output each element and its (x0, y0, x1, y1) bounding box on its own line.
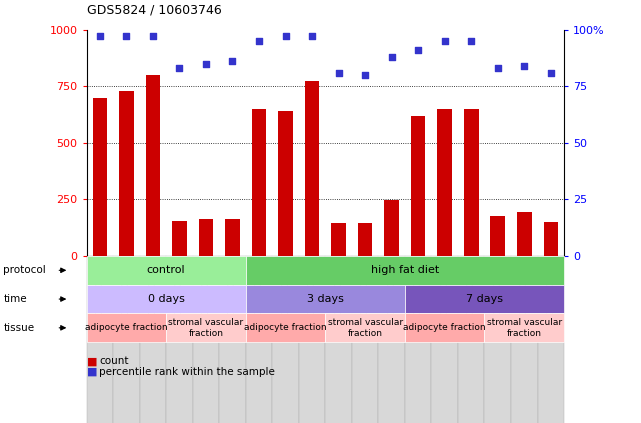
Point (228, 58, 238, 65)
Bar (146, 75, 160, 256)
FancyBboxPatch shape (272, 256, 299, 423)
Bar (385, 201, 399, 256)
Text: adipocyte fraction: adipocyte fraction (403, 323, 486, 332)
Bar (437, 109, 452, 256)
Text: adipocyte fraction: adipocyte fraction (85, 323, 168, 332)
Point (545, 69, 556, 76)
FancyBboxPatch shape (485, 256, 511, 423)
Point (201, 60, 211, 67)
FancyBboxPatch shape (246, 256, 272, 423)
Point (121, 33, 131, 40)
Text: tissue: tissue (3, 323, 35, 333)
FancyBboxPatch shape (458, 256, 485, 423)
Text: high fat diet: high fat diet (370, 265, 439, 275)
Text: 0 days: 0 days (147, 294, 185, 304)
Bar (411, 115, 426, 256)
Bar (304, 80, 319, 256)
Point (254, 38, 264, 44)
Point (307, 33, 317, 40)
Text: stromal vascular
fraction: stromal vascular fraction (487, 318, 562, 338)
FancyBboxPatch shape (405, 256, 431, 423)
Point (440, 38, 450, 44)
FancyBboxPatch shape (511, 256, 538, 423)
Text: control: control (147, 265, 185, 275)
Text: GDS5824 / 10603746: GDS5824 / 10603746 (87, 4, 221, 17)
Text: count: count (99, 356, 129, 366)
Text: ■: ■ (87, 367, 97, 377)
Point (95, 33, 105, 40)
Text: 3 days: 3 days (307, 294, 344, 304)
FancyBboxPatch shape (113, 256, 140, 423)
FancyBboxPatch shape (378, 256, 405, 423)
Point (413, 47, 423, 53)
Bar (544, 222, 558, 256)
Bar (119, 91, 133, 256)
Point (280, 33, 290, 40)
FancyBboxPatch shape (538, 256, 564, 423)
Bar (358, 223, 372, 256)
Text: time: time (3, 294, 27, 304)
Text: stromal vascular
fraction: stromal vascular fraction (328, 318, 403, 338)
Bar (278, 111, 293, 256)
FancyBboxPatch shape (87, 256, 113, 423)
FancyBboxPatch shape (352, 256, 378, 423)
Bar (92, 97, 107, 256)
FancyBboxPatch shape (140, 256, 166, 423)
Text: ■: ■ (87, 356, 97, 366)
FancyBboxPatch shape (193, 256, 219, 423)
Point (387, 53, 397, 60)
Point (466, 38, 476, 44)
Point (519, 63, 529, 69)
Bar (464, 109, 479, 256)
Bar (517, 212, 531, 256)
Text: stromal vascular
fraction: stromal vascular fraction (169, 318, 244, 338)
FancyBboxPatch shape (431, 256, 458, 423)
Text: 7 days: 7 days (466, 294, 503, 304)
Bar (331, 223, 346, 256)
Text: adipocyte fraction: adipocyte fraction (244, 323, 327, 332)
Bar (490, 216, 505, 256)
Bar (225, 219, 240, 256)
FancyBboxPatch shape (219, 256, 246, 423)
FancyBboxPatch shape (166, 256, 193, 423)
Text: protocol: protocol (3, 265, 46, 275)
Point (360, 71, 370, 78)
Bar (252, 109, 266, 256)
Point (333, 69, 344, 76)
FancyBboxPatch shape (299, 256, 326, 423)
Point (147, 33, 158, 40)
Bar (199, 219, 213, 256)
Point (174, 65, 185, 71)
Point (493, 65, 503, 71)
Text: percentile rank within the sample: percentile rank within the sample (99, 367, 275, 377)
FancyBboxPatch shape (326, 256, 352, 423)
Bar (172, 221, 187, 256)
